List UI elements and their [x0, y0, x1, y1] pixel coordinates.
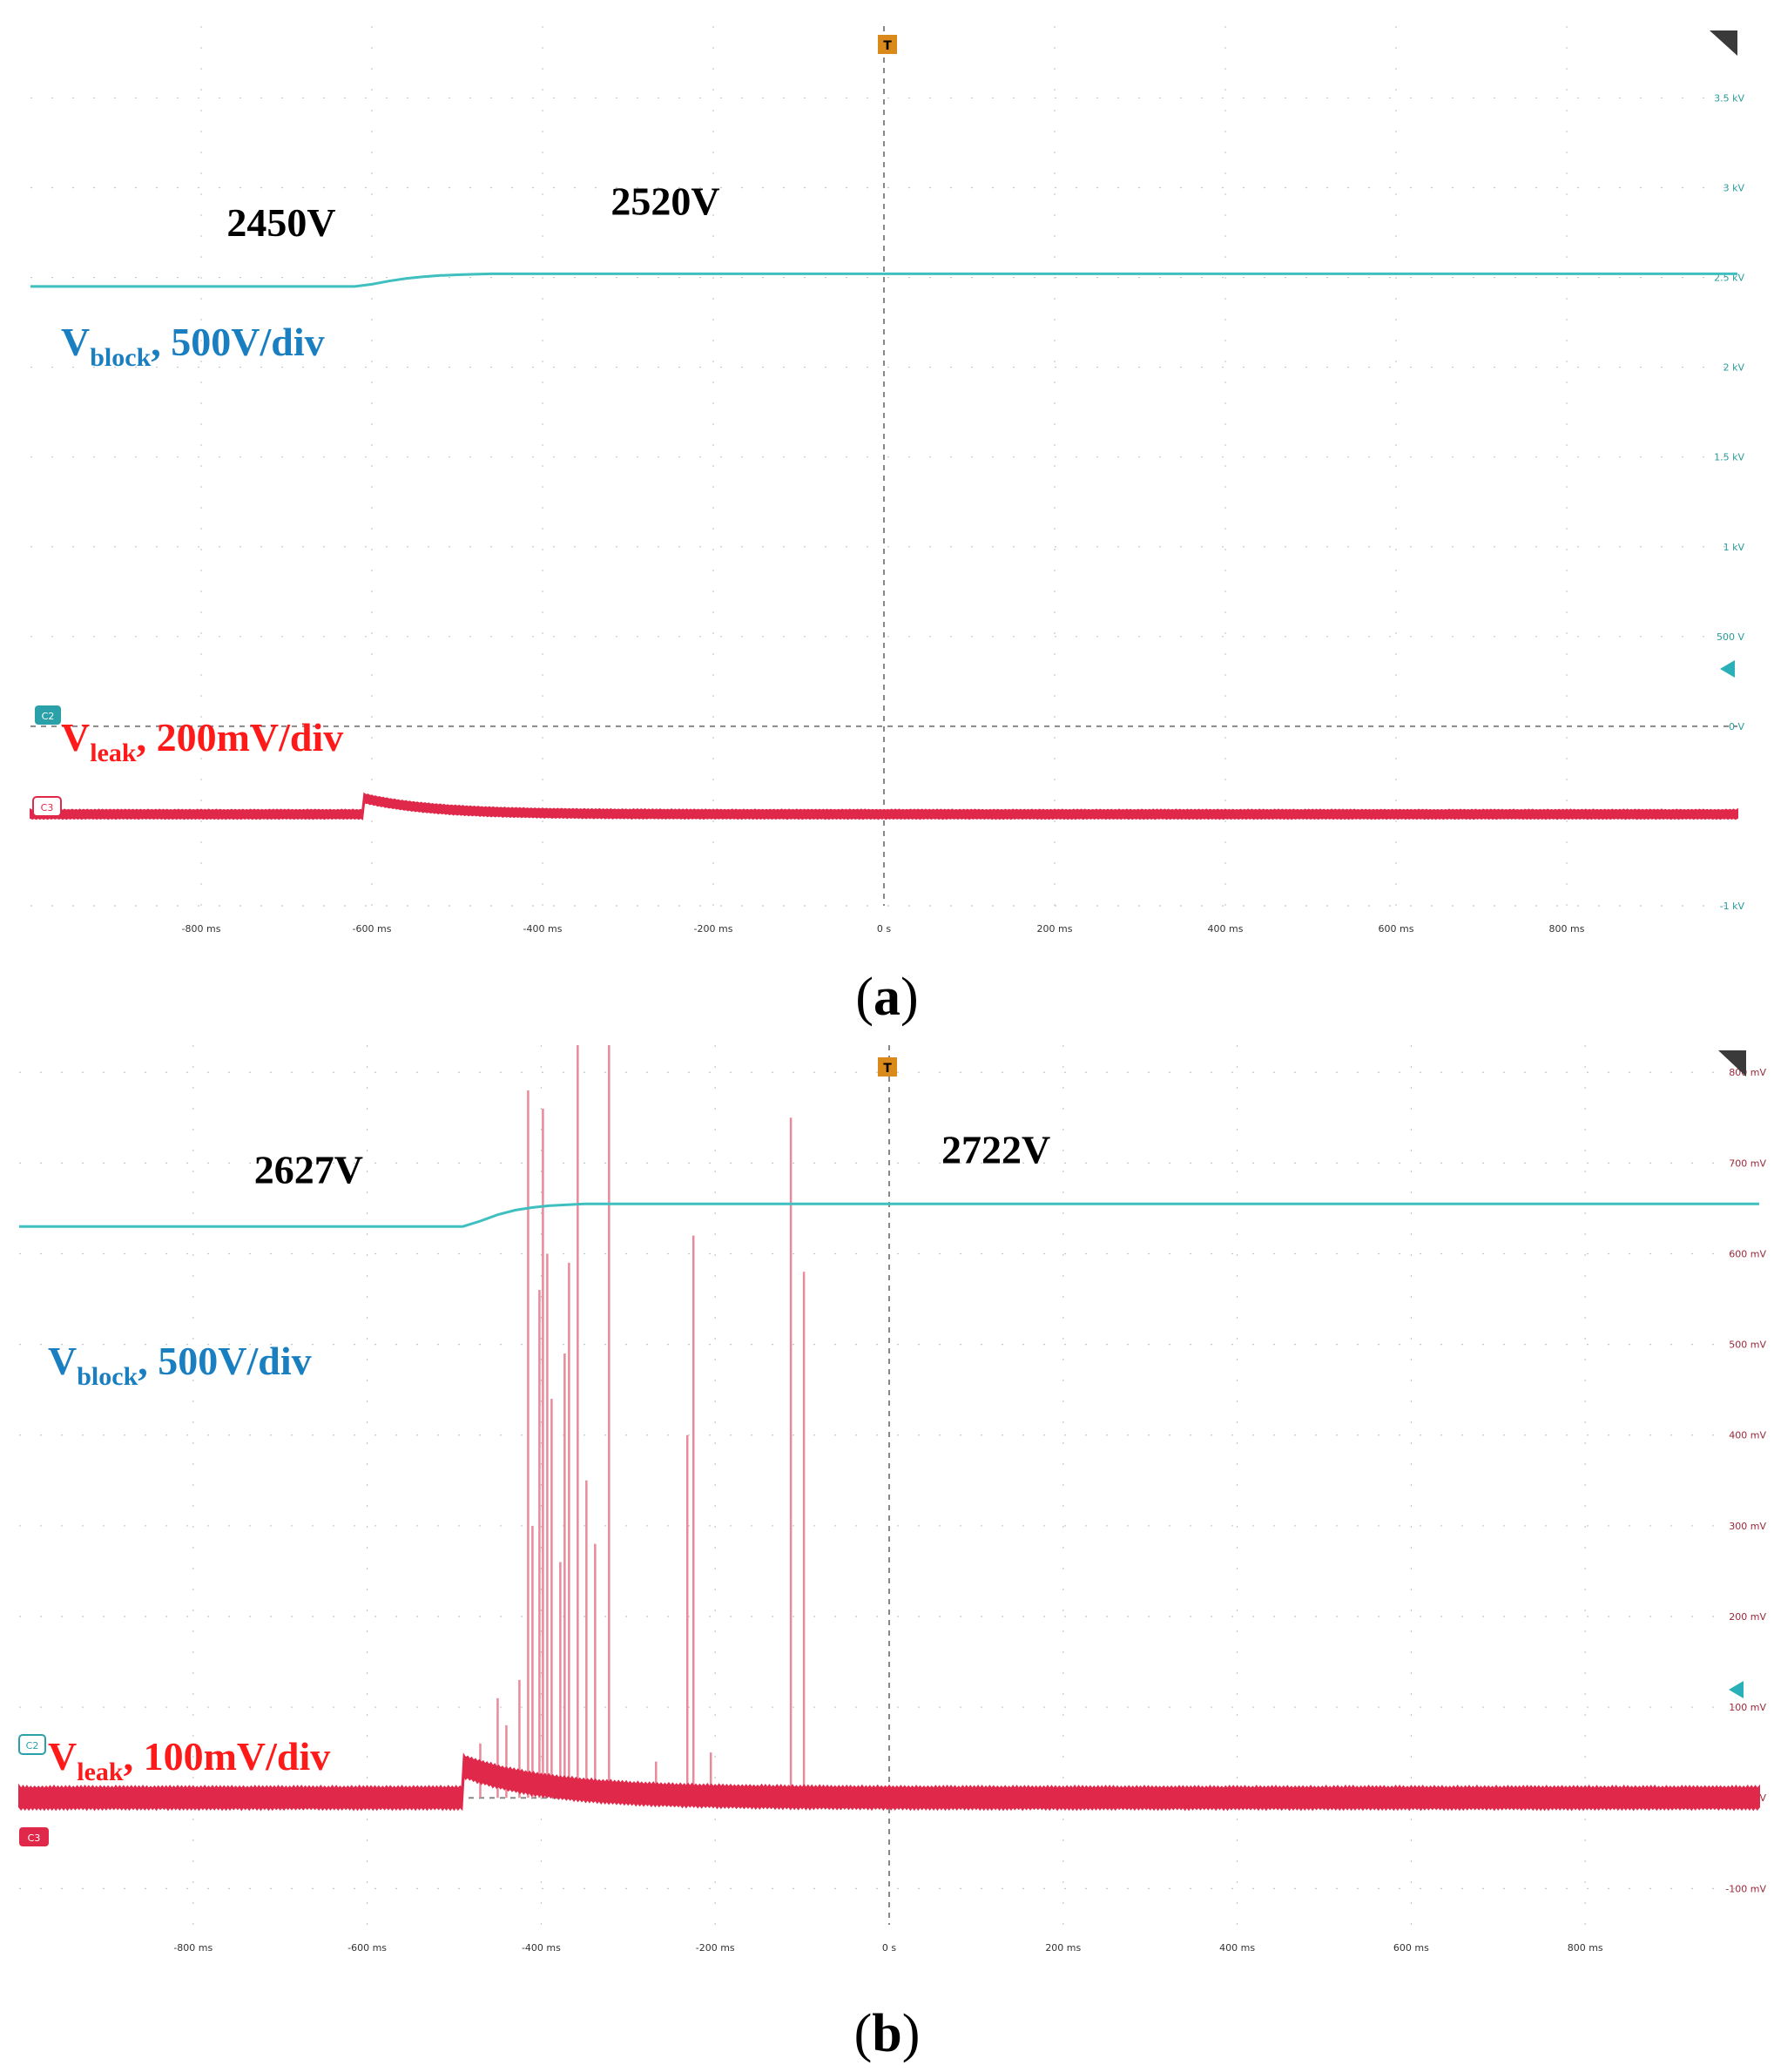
- caption-a-open: (: [855, 968, 874, 1027]
- x-tick-label: 600 ms: [1379, 923, 1414, 935]
- right-tick-label: 3.5 kV: [1714, 92, 1744, 104]
- x-tick-label: 0 s: [877, 923, 891, 935]
- vblock-trace-a: [30, 272, 1737, 288]
- vleak-label-main-a: V: [61, 715, 90, 759]
- badge-c2-text-a: C2: [42, 711, 55, 722]
- vblock-label-b: Vblock, 500V/div: [48, 1339, 312, 1391]
- trigger-marker-b: T: [878, 1057, 897, 1076]
- right-tick-label: 3 kV: [1723, 183, 1745, 194]
- x-tick-label: 400 ms: [1208, 923, 1244, 935]
- caption-b-open: (: [853, 2004, 873, 2063]
- x-tick-labels-b: -800 ms -600 ms -400 ms -200 ms 0 s 200 ms 400…: [173, 1942, 1603, 1954]
- channel-badge-c2-b: C2: [18, 1734, 46, 1755]
- caption-a: (a): [0, 967, 1774, 1029]
- channel-badge-c3-b: C3: [19, 1827, 49, 1846]
- annotation-2450v: 2450V: [226, 200, 335, 245]
- x-tick-label: -400 ms: [522, 1942, 561, 1954]
- x-tick-label: 800 ms: [1568, 1942, 1603, 1954]
- right-tick-label: 700 mV: [1729, 1157, 1766, 1169]
- badge-c3-text-a: C3: [41, 802, 54, 813]
- right-tick-label: 1.5 kV: [1714, 452, 1744, 463]
- vleak-trace-a: [30, 792, 1738, 820]
- corner-flag-icon-a: [1710, 30, 1737, 56]
- badge-c3-text-b: C3: [28, 1832, 41, 1844]
- vleak-label-rest-a: , 200mV/div: [137, 715, 344, 759]
- vleak-band: [30, 792, 1738, 820]
- right-tick-label: 100 mV: [1729, 1702, 1766, 1713]
- vblock-label-sub-b: block: [77, 1362, 138, 1391]
- right-tick-label: 0 V: [1729, 721, 1744, 732]
- right-tick-label: 1 kV: [1723, 542, 1745, 553]
- right-tick-label: 800 mV: [1729, 1067, 1766, 1078]
- badge-c2-text-b: C2: [26, 1740, 39, 1751]
- x-tick-label: -200 ms: [694, 923, 733, 935]
- x-tick-label: 600 ms: [1393, 1942, 1429, 1954]
- vblock-label-main-a: V: [61, 320, 90, 364]
- trigger-marker-a: T: [878, 35, 897, 54]
- x-tick-label: 400 ms: [1219, 1942, 1255, 1954]
- panel-b: -800 ms -600 ms -400 ms -200 ms 0 s 200 ms 400…: [0, 1019, 1774, 2072]
- vblock-label-a: Vblock, 500V/div: [61, 320, 325, 372]
- right-tick-label: 400 mV: [1729, 1430, 1766, 1441]
- vblock-label-rest-a: , 500V/div: [151, 320, 324, 364]
- x-tick-label: -600 ms: [353, 923, 392, 935]
- annotation-2627v: 2627V: [254, 1147, 363, 1191]
- vblock-label-rest-b: , 500V/div: [138, 1339, 311, 1383]
- vleak-label-sub-a: leak: [90, 739, 137, 767]
- trigger-label-a: T: [883, 39, 892, 53]
- vleak-trace-b: [18, 1752, 1760, 1812]
- x-tick-label: -600 ms: [347, 1942, 387, 1954]
- right-axis-tick-labels-b: 800 mV 700 mV 600 mV 500 mV 400 mV 300 mV 200 …: [1725, 1067, 1766, 1894]
- annotation-2520v: 2520V: [610, 179, 719, 223]
- caption-a-close: ): [900, 968, 919, 1027]
- caption-a-letter: a: [874, 968, 900, 1027]
- caption-b: (b): [0, 2003, 1774, 2065]
- x-tick-label: 0 s: [882, 1942, 896, 1954]
- x-tick-label: -800 ms: [173, 1942, 212, 1954]
- x-tick-label: -400 ms: [523, 923, 563, 935]
- vleak-label-sub-b: leak: [77, 1758, 124, 1786]
- x-tick-label: -800 ms: [182, 923, 221, 935]
- x-tick-labels-a: -800 ms -600 ms -400 ms -200 ms 0 s 200 ms 400…: [182, 923, 1585, 935]
- ground-arrow-icon-b: [1729, 1681, 1744, 1698]
- right-tick-label: 500 V: [1717, 631, 1744, 643]
- x-tick-label: 200 ms: [1045, 1942, 1081, 1954]
- ground-arrow-icon-a: [1720, 660, 1735, 678]
- caption-b-close: ): [901, 2004, 921, 2063]
- x-tick-label: 800 ms: [1549, 923, 1585, 935]
- channel-badge-c3-a: C3: [32, 796, 62, 817]
- corner-flag-icon-b: [1718, 1050, 1746, 1076]
- vleak-label-a: Vleak, 200mV/div: [61, 715, 343, 767]
- grid-a: [30, 26, 1737, 907]
- vleak-band: [18, 1752, 1760, 1812]
- right-tick-label: 500 mV: [1729, 1340, 1766, 1351]
- right-tick-label: -1 kV: [1720, 901, 1745, 912]
- right-tick-label: 300 mV: [1729, 1521, 1766, 1532]
- vblock-trace-b: [19, 1202, 1759, 1228]
- vleak-label-main-b: V: [48, 1734, 77, 1778]
- vblock-label-main-b: V: [48, 1339, 77, 1383]
- vleak-spikes-b: [479, 1045, 806, 1799]
- caption-b-letter: b: [872, 2004, 902, 2063]
- channel-badge-c2-a: C2: [35, 705, 61, 725]
- right-tick-label: -100 mV: [1725, 1883, 1766, 1894]
- x-tick-label: -200 ms: [696, 1942, 735, 1954]
- vblock-label-sub-a: block: [90, 343, 151, 372]
- trigger-label-b: T: [883, 1062, 892, 1076]
- vleak-label-rest-b: , 100mV/div: [124, 1734, 331, 1778]
- oscilloscope-plot-b: -800 ms -600 ms -400 ms -200 ms 0 s 200 ms 400…: [18, 1045, 1766, 1954]
- right-tick-label: 2 kV: [1723, 362, 1745, 374]
- right-tick-label: 600 mV: [1729, 1248, 1766, 1259]
- annotation-2722v: 2722V: [941, 1127, 1050, 1171]
- vleak-label-b: Vleak, 100mV/div: [48, 1734, 330, 1786]
- right-tick-label: 200 mV: [1729, 1611, 1766, 1623]
- x-tick-label: 200 ms: [1037, 923, 1073, 935]
- oscilloscope-plot-a: -800 ms -600 ms -400 ms -200 ms 0 s 200 ms 400…: [30, 26, 1744, 935]
- panel-a: -800 ms -600 ms -400 ms -200 ms 0 s 200 ms 400…: [0, 0, 1774, 967]
